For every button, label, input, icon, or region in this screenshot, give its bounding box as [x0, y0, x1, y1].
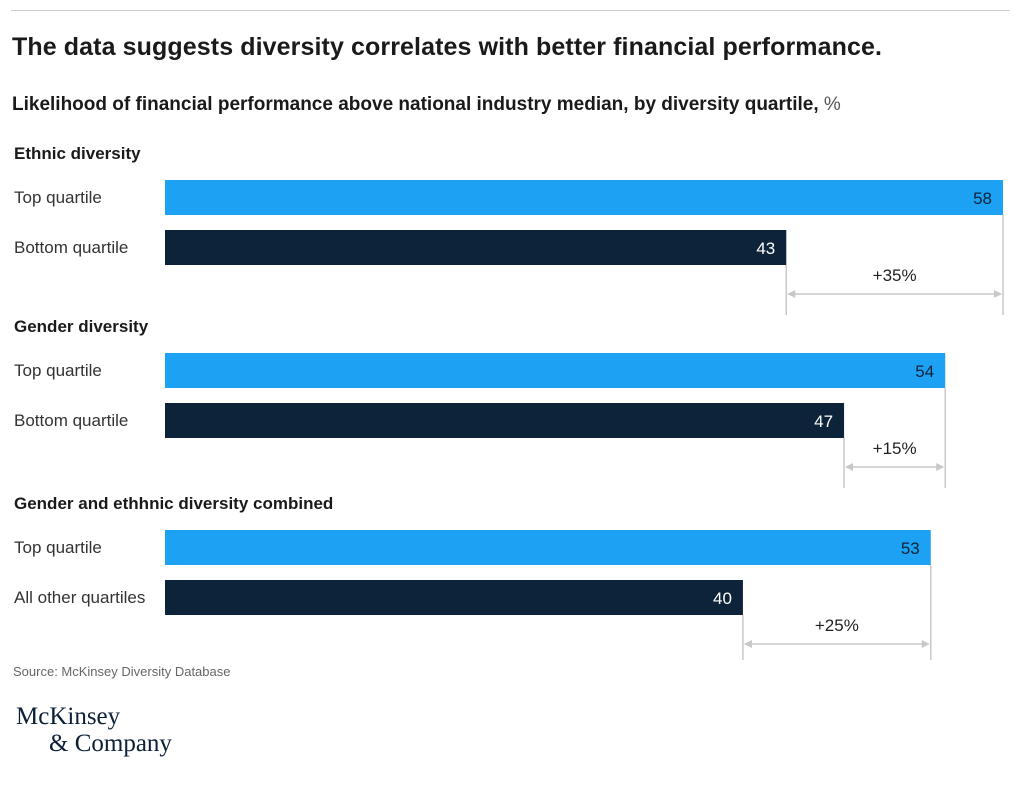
bar-comparison-quartile: [165, 403, 845, 438]
group-title: Gender and ethhnic diversity combined: [14, 494, 333, 513]
group-title: Gender diversity: [14, 317, 149, 336]
difference-label: +25%: [815, 616, 859, 635]
bracket-arrow-right: [994, 290, 1002, 298]
row-label: All other quartiles: [14, 588, 145, 607]
bar-value-label: 40: [713, 589, 732, 608]
difference-label: +15%: [873, 439, 917, 458]
row-label: Bottom quartile: [14, 238, 128, 257]
row-label: Top quartile: [14, 361, 102, 380]
bracket-arrow-right: [936, 463, 945, 471]
group-title: Ethnic diversity: [14, 144, 141, 163]
bar-comparison-quartile: [165, 230, 787, 265]
bar-top-quartile: [165, 353, 946, 388]
bar-value-label: 53: [901, 539, 920, 558]
source-note: Source: McKinsey Diversity Database: [13, 664, 231, 679]
bar-value-label: 58: [973, 189, 992, 208]
bar-chart: Ethnic diversity Top quartile 58 Bottom qua…: [14, 144, 1004, 660]
top-rule: [11, 10, 1010, 11]
bar-top-quartile: [165, 180, 1003, 215]
bracket-arrow-right: [921, 640, 930, 648]
row-label: Top quartile: [14, 538, 102, 557]
bar-value-label: 43: [756, 239, 775, 258]
difference-label: +35%: [873, 266, 917, 285]
logo-line-2: & Company: [49, 730, 172, 757]
bracket-arrow-left: [743, 640, 752, 648]
chart-subtitle: Likelihood of financial performance abov…: [12, 94, 841, 116]
subtitle-unit: %: [823, 94, 841, 115]
bracket-arrow-left: [845, 463, 854, 471]
bracket-arrow-left: [787, 290, 796, 298]
bar-value-label: 47: [814, 412, 833, 431]
logo-line-1: McKinsey: [16, 703, 121, 730]
bar-comparison-quartile: [165, 580, 743, 615]
row-label: Bottom quartile: [14, 411, 128, 430]
chart-title: The data suggests diversity correlates w…: [12, 33, 883, 61]
row-label: Top quartile: [14, 188, 102, 207]
subtitle-text: Likelihood of financial performance abov…: [12, 94, 819, 115]
bar-top-quartile: [165, 530, 931, 565]
bar-value-label: 54: [915, 362, 934, 381]
mckinsey-logo: McKinsey & Company: [16, 703, 172, 757]
